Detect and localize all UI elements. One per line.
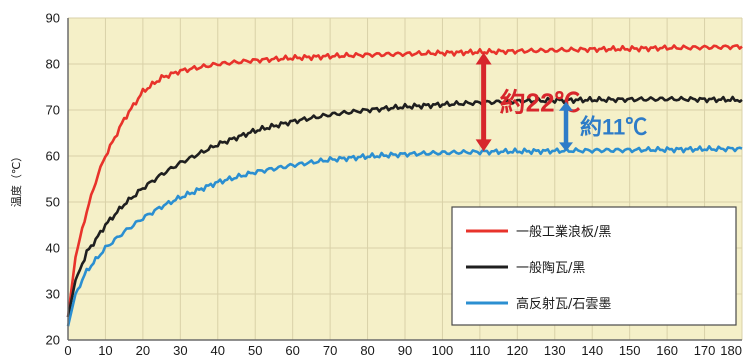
legend-item: 一般陶瓦/黑 (466, 260, 585, 276)
x-tick-label: 60 (285, 343, 299, 358)
arrow-head-down (559, 142, 574, 152)
y-tick-label: 40 (46, 241, 60, 256)
y-tick-label: 80 (46, 57, 60, 72)
legend-label: 一般工業浪板/黑 (516, 224, 611, 240)
arrow-head-up (559, 101, 574, 111)
x-tick-label: 110 (470, 343, 491, 358)
y-tick-label: 20 (46, 333, 60, 348)
y-tick-label: 50 (46, 195, 60, 210)
x-tick-label: 70 (323, 343, 337, 358)
y-tick-label: 30 (46, 287, 60, 302)
x-tick-label: 90 (398, 343, 412, 358)
axes (67, 18, 742, 341)
series-line (66, 145, 743, 327)
x-tick-label: 20 (136, 343, 150, 358)
x-tick-label: 30 (173, 343, 187, 358)
legend-label: 一般陶瓦/黑 (516, 260, 585, 276)
x-tick-label: 160 (656, 343, 678, 358)
y-tick-label: 90 (46, 11, 60, 26)
series-line (66, 44, 743, 318)
legend-item: 高反射瓦/石雲墨 (466, 296, 611, 312)
x-tick-label: 150 (619, 343, 641, 358)
annotation-label: 約11℃ (580, 114, 647, 139)
x-tick-label: 130 (544, 343, 566, 358)
series-line (66, 95, 743, 318)
legend-item: 一般工業浪板/黑 (466, 224, 611, 240)
y-tick-label: 70 (46, 103, 60, 118)
delta-annotation: 約11℃ (559, 101, 647, 152)
x-tick-label: 40 (211, 343, 225, 358)
arrow-head-up (475, 52, 492, 65)
y-tick-label: 60 (46, 149, 60, 164)
y-axis-label: 温度（℃） (9, 151, 23, 207)
x-tick-label: 140 (581, 343, 603, 358)
x-tick-label: 180 (720, 343, 742, 358)
arrow-head-down (475, 139, 492, 152)
legend-label: 高反射瓦/石雲墨 (516, 296, 611, 312)
x-tick-label: 120 (506, 343, 528, 358)
series-lines (66, 44, 743, 327)
x-tick-label: 100 (432, 343, 454, 358)
x-tick-label: 10 (98, 343, 112, 358)
tick-labels: 20 30 40 50 60 70 80 90 0 10 20 30 40 50 60 70 80 90 100 11… (46, 11, 742, 359)
x-tick-label: 170 (694, 343, 716, 358)
x-tick-label: 80 (360, 343, 374, 358)
x-tick-label: 50 (248, 343, 262, 358)
annotation-label: 約22℃ (500, 87, 581, 117)
x-tick-label: 0 (64, 343, 71, 358)
